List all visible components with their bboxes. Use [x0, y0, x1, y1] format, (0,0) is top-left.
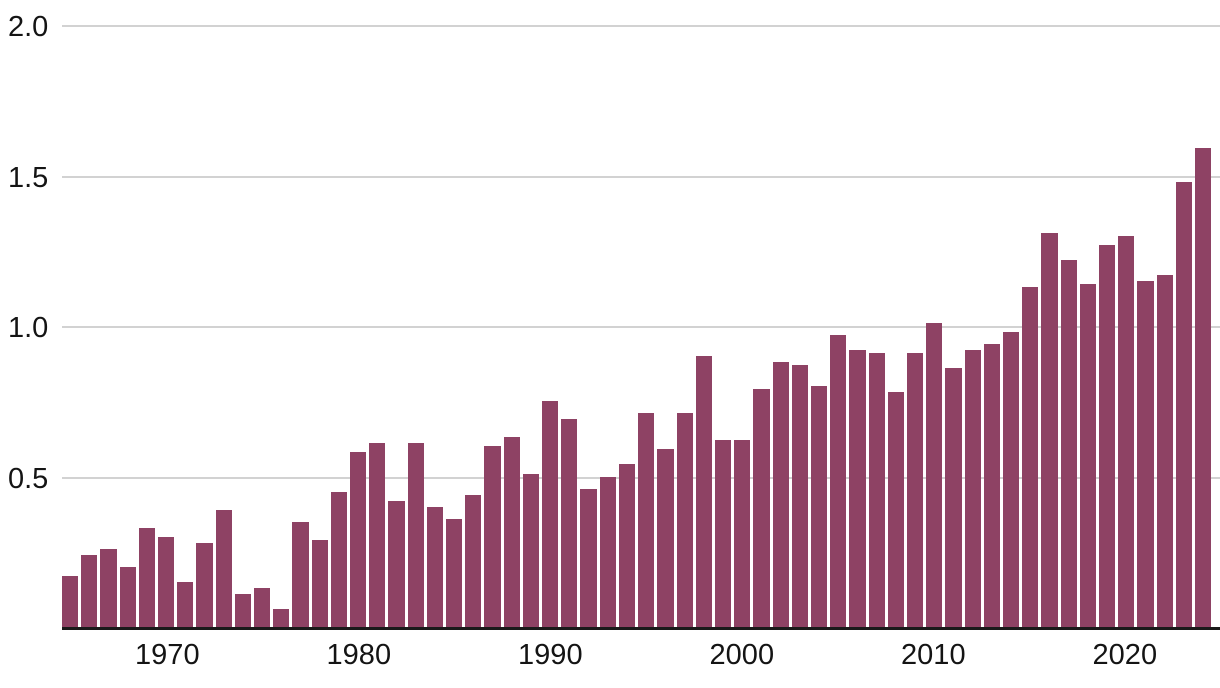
- x-tick-label-2010: 2010: [901, 639, 966, 671]
- x-tick-label-1990: 1990: [518, 639, 583, 671]
- bar-2001: [753, 389, 770, 627]
- bar-1979: [330, 491, 348, 627]
- bar-2010: [926, 323, 943, 627]
- bar-2020: [1118, 235, 1135, 627]
- y-tick-label-2.0: 2.0: [8, 11, 49, 43]
- bar-1968: [119, 566, 136, 627]
- bar-1993: [599, 476, 616, 627]
- bar-1999: [714, 440, 732, 627]
- bar-1998: [695, 356, 712, 627]
- bar-2016: [1041, 232, 1058, 627]
- y-tick-label-0.5: 0.5: [8, 462, 49, 495]
- bar-1990: [542, 401, 559, 627]
- bar-1997: [676, 413, 693, 627]
- bar-2005: [830, 335, 847, 627]
- bar-2012: [964, 350, 981, 627]
- x-tick-label-2000: 2000: [709, 639, 775, 671]
- bar-2023: [1175, 181, 1192, 627]
- bar-2002: [772, 362, 789, 627]
- bar-2004: [810, 386, 828, 627]
- plot-area: [62, 25, 1220, 630]
- gridline-y-1.5: [62, 175, 1220, 178]
- bar-1975: [254, 587, 271, 627]
- bar-2009: [906, 353, 924, 627]
- y-tick-label-1.0: 1.0: [8, 312, 49, 344]
- bar-1995: [638, 413, 655, 627]
- bar-1994: [618, 464, 636, 627]
- bar-1981: [369, 443, 386, 627]
- bar-1991: [561, 419, 578, 627]
- bar-2013: [983, 344, 1000, 627]
- bar-1986: [465, 494, 482, 627]
- bar-1982: [388, 500, 405, 627]
- gridline-y-1: [62, 326, 1220, 328]
- gridline-y-2: [62, 25, 1220, 27]
- bar-2003: [791, 365, 808, 627]
- x-axis-line: [62, 627, 1220, 630]
- bar-1967: [100, 548, 117, 627]
- bar-2018: [1079, 283, 1096, 627]
- bar-1974: [234, 593, 252, 627]
- bar-1985: [446, 518, 463, 627]
- bar-1980: [350, 452, 367, 627]
- bar-1969: [138, 527, 156, 627]
- bar-2024: [1194, 148, 1212, 627]
- bar-1988: [503, 437, 520, 627]
- bar-1970: [158, 536, 175, 627]
- x-tick-label-2020: 2020: [1092, 639, 1158, 671]
- bar-1989: [522, 473, 540, 627]
- bar-1983: [407, 443, 424, 627]
- bar-2015: [1022, 286, 1039, 627]
- bar-1987: [484, 446, 501, 627]
- bar-2006: [849, 350, 866, 627]
- bar-2014: [1002, 332, 1020, 627]
- bar-1972: [196, 542, 213, 627]
- bar-1965: [62, 575, 79, 627]
- x-tick-label-1970: 1970: [135, 639, 200, 671]
- bar-1971: [177, 581, 194, 627]
- bar-2007: [868, 353, 885, 627]
- bar-2011: [945, 368, 962, 627]
- bar-2008: [887, 392, 904, 627]
- x-tick-label-1980: 1980: [326, 639, 392, 671]
- bar-1977: [292, 521, 309, 627]
- bar-1984: [426, 506, 444, 627]
- bar-1978: [311, 539, 328, 627]
- bar-2019: [1098, 244, 1116, 627]
- bar-1973: [215, 509, 232, 627]
- bar-1976: [273, 608, 290, 627]
- bar-1966: [81, 554, 98, 627]
- bar-2017: [1060, 259, 1077, 627]
- bar-2022: [1156, 274, 1173, 627]
- bars-row: [62, 25, 1212, 627]
- bar-1992: [580, 488, 597, 627]
- y-tick-label-1.5: 1.5: [8, 161, 49, 194]
- bar-2021: [1137, 280, 1154, 627]
- bar-2000: [734, 440, 751, 627]
- bar-1996: [657, 449, 674, 627]
